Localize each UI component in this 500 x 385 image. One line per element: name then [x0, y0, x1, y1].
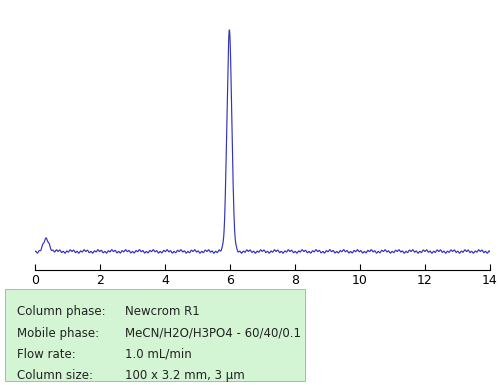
Text: Column size:: Column size: — [17, 369, 93, 382]
Text: MeCN/H2O/H3PO4 - 60/40/0.1: MeCN/H2O/H3PO4 - 60/40/0.1 — [125, 326, 301, 340]
FancyBboxPatch shape — [5, 289, 305, 381]
Text: 1.0 mL/min: 1.0 mL/min — [125, 348, 192, 361]
Text: Flow rate:: Flow rate: — [17, 348, 76, 361]
Text: Mobile phase:: Mobile phase: — [17, 326, 99, 340]
Text: 100 x 3.2 mm, 3 μm: 100 x 3.2 mm, 3 μm — [125, 369, 245, 382]
Text: Newcrom R1: Newcrom R1 — [125, 305, 200, 318]
Text: Column phase:: Column phase: — [17, 305, 106, 318]
